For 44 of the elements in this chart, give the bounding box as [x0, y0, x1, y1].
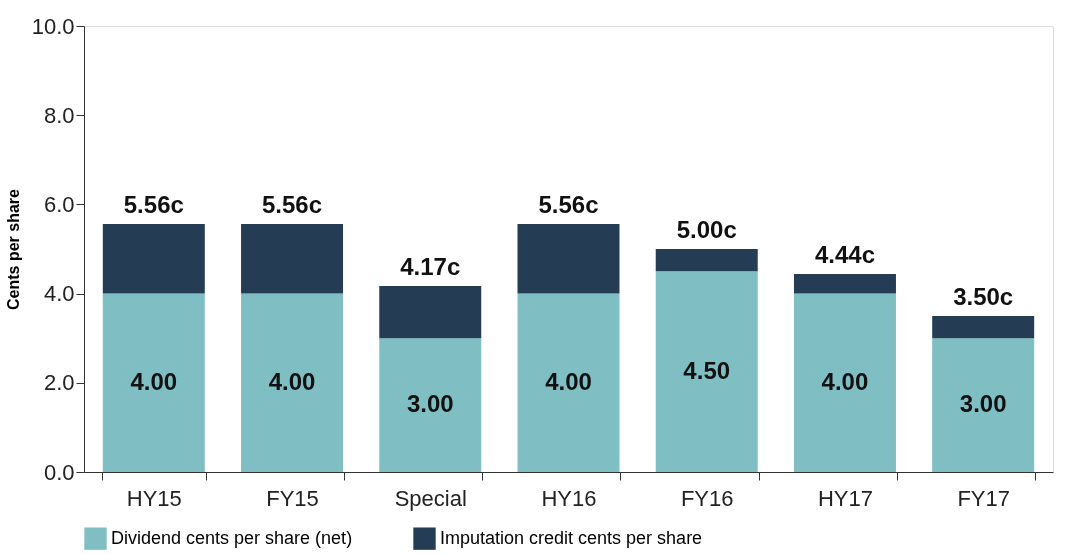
x-tick-label: HY17: [817, 485, 873, 511]
x-tick-label: FY17: [957, 485, 1010, 511]
y-tick-label: 4.0: [43, 281, 75, 307]
bar: [379, 338, 482, 472]
bar: [932, 315, 1035, 339]
x-tick-label: HY16: [541, 485, 597, 511]
bar: [102, 224, 205, 294]
bar: [517, 224, 620, 294]
total-label: 5.00c: [676, 216, 737, 243]
total-label: 5.56c: [123, 191, 184, 219]
bar: [241, 224, 344, 294]
legend-label: Imputation credit cents per share: [440, 527, 703, 548]
y-tick-label: 8.0: [43, 102, 75, 128]
bar: [517, 293, 620, 472]
bar: [655, 249, 758, 272]
data-label: 4.00: [545, 367, 592, 395]
total-label: 3.50c: [953, 282, 1014, 310]
y-axis-title: Cents per share: [4, 188, 22, 310]
bar: [655, 271, 758, 472]
total-label: 4.44c: [814, 240, 875, 268]
bar: [241, 293, 344, 472]
bar: [932, 338, 1035, 472]
x-tick-label: FY16: [680, 485, 734, 511]
data-label: 4.00: [130, 367, 178, 395]
x-tick-label: FY15: [266, 485, 319, 511]
total-label: 5.56c: [262, 191, 323, 219]
x-tick-label: Special: [394, 485, 467, 511]
total-label: 5.56c: [538, 191, 599, 219]
x-tick-label: HY15: [126, 485, 182, 511]
y-tick-label: 6.0: [43, 191, 75, 217]
data-label: 4.00: [821, 367, 869, 395]
y-tick-label: 10.0: [31, 13, 75, 39]
y-tick-label: 2.0: [43, 370, 75, 396]
bar: [793, 293, 896, 472]
bar: [102, 293, 205, 472]
data-label: 4.00: [268, 367, 316, 395]
bar: [793, 273, 896, 294]
bar: [379, 286, 482, 339]
data-label: 3.00: [406, 390, 454, 418]
legend-label: Dividend cents per share (net): [111, 527, 353, 548]
data-label: 3.00: [959, 390, 1007, 418]
total-label: 4.17c: [400, 253, 461, 281]
y-tick-label: 0.0: [43, 459, 75, 485]
data-label: 4.50: [683, 356, 731, 384]
